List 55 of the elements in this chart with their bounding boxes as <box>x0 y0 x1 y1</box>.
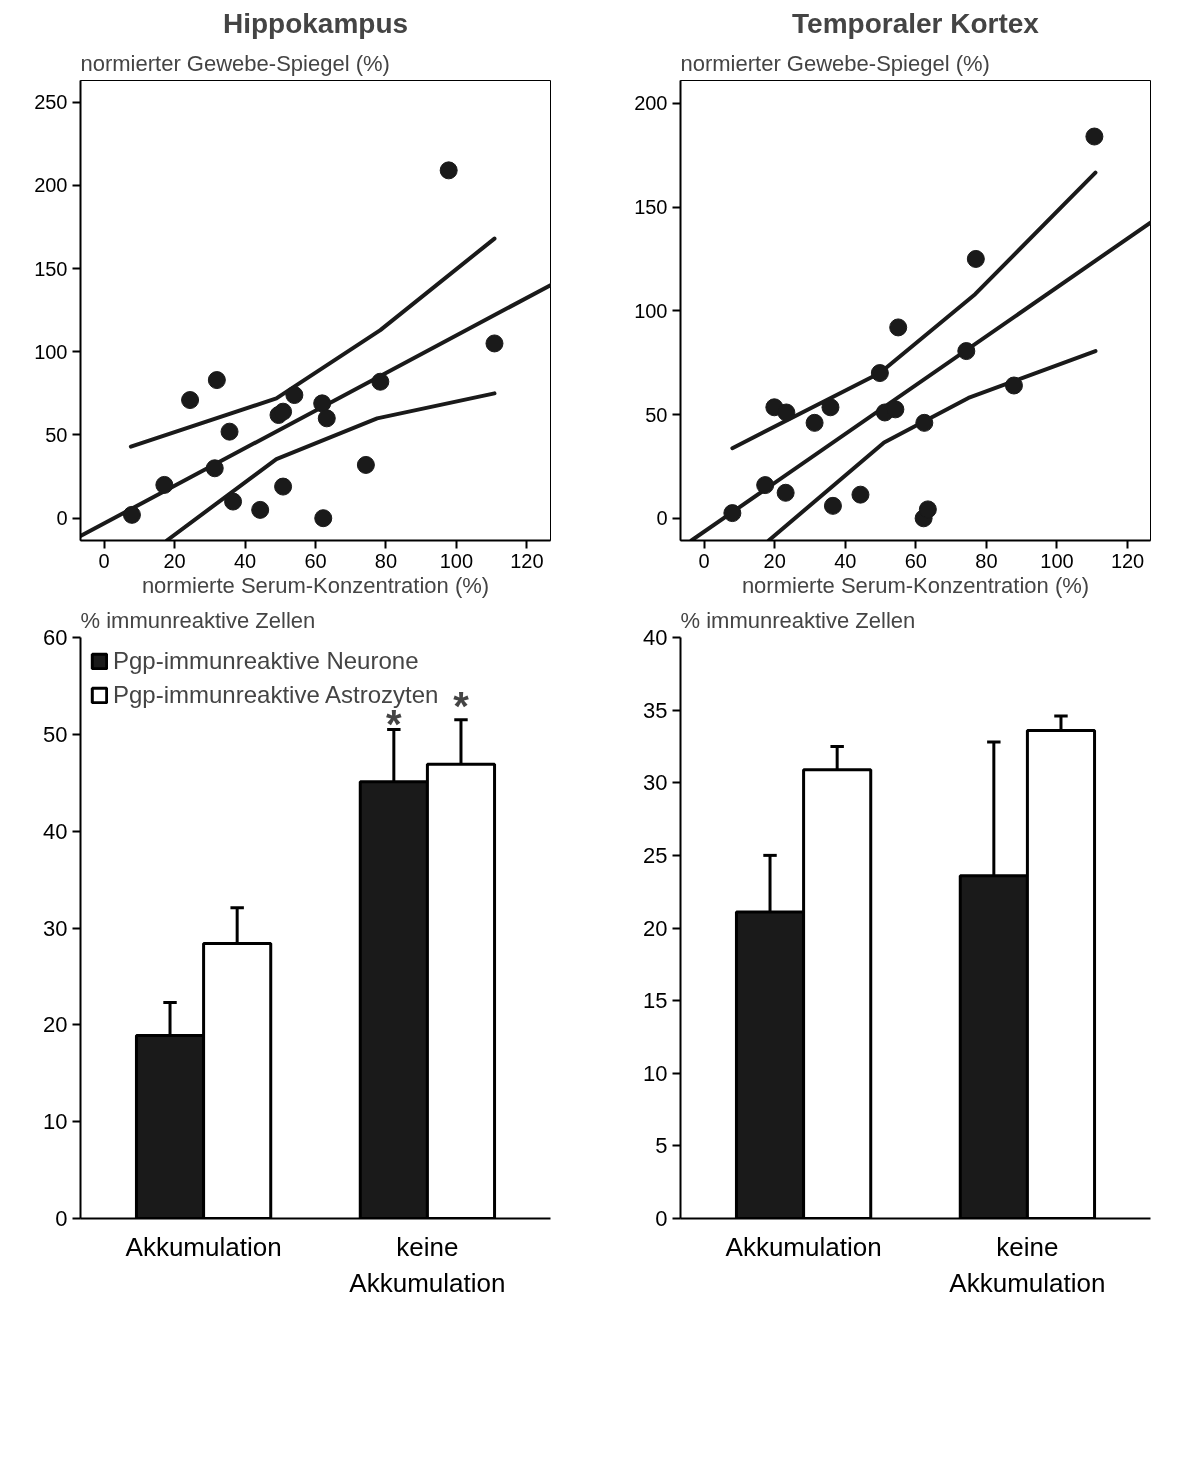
y-tick-label: 0 <box>655 1206 668 1231</box>
y-tick-label: 100 <box>634 299 668 322</box>
y-tick-label: 0 <box>656 507 668 530</box>
y-tick-label: 35 <box>643 697 668 723</box>
x-tick-label: 0 <box>98 549 110 572</box>
y-tick-label: 0 <box>56 507 68 530</box>
y-axis-title: normierter Gewebe-Spiegel (%) <box>680 50 990 76</box>
x-tick-label: 40 <box>834 549 857 572</box>
x-tick-label: Akkumulation <box>725 1231 882 1262</box>
y-tick-label: 0 <box>55 1206 68 1231</box>
y-tick-label: 40 <box>643 625 668 650</box>
x-tick-label: 40 <box>233 549 257 572</box>
y-tick-label: 30 <box>643 770 668 796</box>
y-tick-label: 15 <box>643 988 668 1014</box>
y-axis-title: normierter Gewebe-Spiegel (%) <box>80 50 390 76</box>
y-tick-label: 5 <box>655 1133 668 1159</box>
y-tick-label: 40 <box>43 818 68 844</box>
x-axis-title: normierte Serum-Konzentration (%) <box>741 572 1090 598</box>
y-tick-label: 50 <box>45 423 68 446</box>
y-tick-label: 50 <box>645 403 668 426</box>
y-tick-label: 200 <box>34 174 68 197</box>
y-tick-label: 20 <box>43 1012 68 1038</box>
x-tick-label: 120 <box>510 549 544 572</box>
chart-title: Hippokampus <box>222 7 409 39</box>
x-tick-label: 20 <box>763 549 786 572</box>
x-axis-title: normierte Serum-Konzentration (%) <box>141 572 490 598</box>
annotation: * <box>453 684 470 729</box>
y-axis-title: % immunreaktive Zellen <box>80 607 316 633</box>
y-tick-label: 50 <box>43 721 68 747</box>
y-tick-label: 60 <box>43 625 68 650</box>
y-axis-title: % immunreaktive Zellen <box>680 607 916 633</box>
y-tick-label: 10 <box>43 1109 68 1135</box>
x-tick-label: 0 <box>698 549 710 572</box>
y-tick-label: 150 <box>34 257 68 280</box>
x-tick-label: keine Akkumulation <box>349 1231 506 1298</box>
y-tick-label: 25 <box>643 842 668 868</box>
x-tick-label: 20 <box>163 549 186 572</box>
y-tick-label: 30 <box>43 915 68 941</box>
legend-label: Pgp-immunreaktive Neurone <box>113 647 419 675</box>
x-tick-label: 100 <box>439 549 474 572</box>
x-tick-label: Akkumulation <box>125 1231 282 1262</box>
y-tick-label: 20 <box>643 915 668 941</box>
y-tick-label: 150 <box>634 196 668 219</box>
x-tick-label: 120 <box>1110 549 1145 572</box>
y-tick-label: 10 <box>643 1060 668 1086</box>
x-tick-label: 60 <box>304 549 327 572</box>
x-tick-label: 80 <box>975 549 998 572</box>
x-tick-label: 80 <box>374 549 398 572</box>
y-tick-label: 100 <box>34 340 68 363</box>
y-tick-label: 250 <box>34 91 68 114</box>
chart-title: Temporaler Kortex <box>792 7 1040 39</box>
x-tick-label: keine Akkumulation <box>949 1231 1106 1298</box>
x-tick-label: 100 <box>1040 549 1074 572</box>
y-tick-label: 200 <box>634 92 668 115</box>
x-tick-label: 60 <box>904 549 927 572</box>
